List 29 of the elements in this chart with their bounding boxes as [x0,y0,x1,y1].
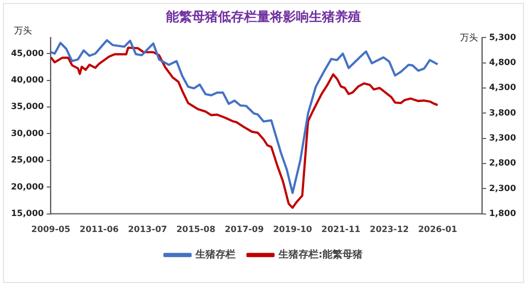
y2-tick-label: 2,300 [489,184,516,194]
y-tick-label: 20,000 [10,182,44,192]
y-tick-label: 25,000 [10,156,44,166]
y2-tick-label: 5,300 [489,32,516,43]
x-tick-label: 2013-07 [128,225,168,236]
x-tick-label: 2009-05 [31,225,70,236]
y-tick-label: 35,000 [10,102,44,112]
x-tick-label: 2023-12 [370,225,409,236]
y2-axis-title: 万头 [460,32,478,44]
legend-label: 生猪存栏 [194,248,236,261]
chart-title: 能繁母猪低存栏量将影响生猪养殖 [166,9,361,26]
y-tick-label: 30,000 [10,128,44,139]
y2-tick-label: 4,300 [489,83,516,94]
x-tick-label: 2026-01 [418,225,458,236]
x-tick-label: 2021-11 [321,225,361,236]
y-tick-label: 15,000 [10,209,44,220]
y2-tick-label: 1,800 [489,209,516,220]
x-tick-label: 2017-09 [224,225,264,236]
y2-tick-label: 4,800 [489,58,516,68]
y-tick-label: 40,000 [10,76,44,86]
y2-tick-label: 3,300 [489,133,516,144]
x-tick-label: 2011-06 [80,225,119,236]
y-tick-label: 45,000 [10,48,44,59]
y-axis-title: 万头 [14,25,32,36]
x-tick-label: 2019-10 [273,225,312,236]
y2-tick-label: 2,800 [489,158,516,169]
x-tick-label: 2015-08 [176,225,216,236]
legend-label: 生猪存栏:能繁母猪 [278,248,362,261]
y2-tick-label: 3,800 [489,108,516,118]
